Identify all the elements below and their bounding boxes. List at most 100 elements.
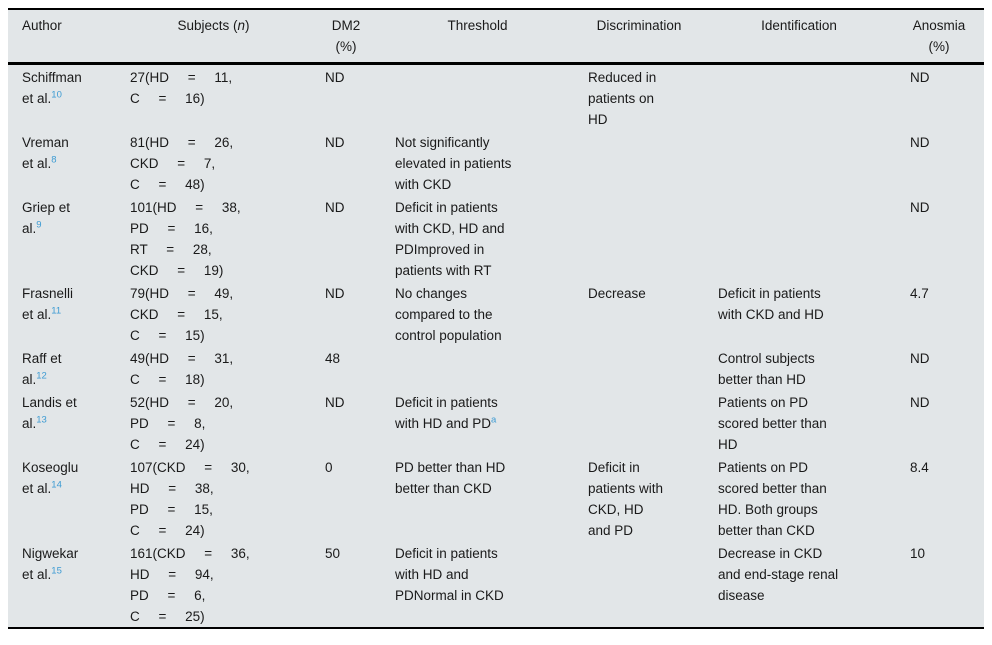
citation-link[interactable]: 10 xyxy=(51,89,62,101)
anosmia-cell: ND xyxy=(910,200,930,215)
discrimination-cell xyxy=(574,390,704,455)
subjects-header-close: ) xyxy=(245,18,250,33)
col-header-anosmia: Anosmia (%) xyxy=(894,10,984,65)
table-header: Author Subjects (n) DM2 (%) Threshold Di… xyxy=(8,10,984,65)
dm2-cell: ND xyxy=(325,70,345,85)
threshold-value: Not significantly elevated in patients w… xyxy=(395,135,512,192)
identification-cell xyxy=(704,130,894,195)
table-row: Koseoglu et al.14 107(CKD = 30, HD = 38,… xyxy=(8,455,984,541)
author-name: Landis et al. xyxy=(22,395,77,431)
citation-link[interactable]: 15 xyxy=(51,565,62,577)
subjects-cell: 81(HD = 26, CKD = 7, C = 48) xyxy=(116,130,311,195)
anosmia-header-text: Anosmia (%) xyxy=(912,18,966,54)
subjects-header-text: Subjects ( xyxy=(177,18,238,33)
footnote-link[interactable]: a xyxy=(491,414,497,426)
identification-value: Patients on PD scored better than HD xyxy=(718,395,827,452)
table-row: Griep et al.9 101(HD = 38, PD = 16, RT =… xyxy=(8,195,984,281)
table-row: Raff et al.12 49(HD = 31, C = 18) 48 Con… xyxy=(8,346,984,390)
threshold-cell: Not significantly elevated in patients w… xyxy=(381,130,574,195)
identification-value: Patients on PD scored better than HD. Bo… xyxy=(718,460,827,538)
threshold-value: PD better than HD better than CKD xyxy=(395,460,506,496)
citation-link[interactable]: 8 xyxy=(51,154,57,166)
discrimination-cell xyxy=(574,541,704,627)
anosmia-cell: 10 xyxy=(910,546,926,561)
discrimination-cell: Deficit in patients with CKD, HD and PD xyxy=(574,455,704,541)
anosmia-cell: ND xyxy=(910,70,930,85)
discrimination-cell xyxy=(574,346,704,390)
author-name: Griep et al. xyxy=(22,200,71,236)
col-header-identification: Identification xyxy=(704,10,894,65)
subjects-value: 49(HD = 31, C = 18) xyxy=(130,351,234,387)
citation-link[interactable]: 12 xyxy=(36,370,47,382)
identification-cell xyxy=(704,64,894,131)
threshold-cell xyxy=(381,64,574,131)
identification-cell: Deficit in patients with CKD and HD xyxy=(704,281,894,346)
threshold-cell xyxy=(381,346,574,390)
discrimination-cell xyxy=(574,130,704,195)
threshold-cell: No changes compared to the control popul… xyxy=(381,281,574,346)
anosmia-cell: 4.7 xyxy=(910,286,929,301)
subjects-cell: 52(HD = 20, PD = 8, C = 24) xyxy=(116,390,311,455)
threshold-cell: PD better than HD better than CKD xyxy=(381,455,574,541)
subjects-cell: 101(HD = 38, PD = 16, RT = 28, CKD = 19) xyxy=(116,195,311,281)
subjects-value: 101(HD = 38, PD = 16, RT = 28, CKD = 19) xyxy=(130,200,241,278)
dm2-cell: ND xyxy=(325,395,345,410)
identification-value: Deficit in patients with CKD and HD xyxy=(718,286,824,322)
identification-cell xyxy=(704,195,894,281)
anosmia-cell: ND xyxy=(910,135,930,150)
author-cell: Griep et al.9 xyxy=(8,195,116,281)
author-cell: Landis et al.13 xyxy=(8,390,116,455)
identification-cell: Decrease in CKD and end-stage renal dise… xyxy=(704,541,894,627)
author-cell: Vreman et al.8 xyxy=(8,130,116,195)
study-comparison-table: Author Subjects (n) DM2 (%) Threshold Di… xyxy=(8,10,984,627)
subjects-value: 81(HD = 26, CKD = 7, C = 48) xyxy=(130,135,234,192)
discrimination-value: Reduced in patients on HD xyxy=(588,70,657,127)
identification-value: Control subjects better than HD xyxy=(718,351,815,387)
citation-link[interactable]: 9 xyxy=(36,219,42,231)
dm2-cell: ND xyxy=(325,286,345,301)
citation-link[interactable]: 11 xyxy=(51,305,62,317)
identification-cell: Patients on PD scored better than HD xyxy=(704,390,894,455)
subjects-cell: 107(CKD = 30, HD = 38, PD = 15, C = 24) xyxy=(116,455,311,541)
subjects-value: 52(HD = 20, PD = 8, C = 24) xyxy=(130,395,234,452)
author-cell: Raff et al.12 xyxy=(8,346,116,390)
threshold-value: Deficit in patients with HD and PD xyxy=(395,395,498,431)
table-row: Nigwekar et al.15 161(CKD = 36, HD = 94,… xyxy=(8,541,984,627)
discrimination-cell: Decrease xyxy=(574,281,704,346)
threshold-value: Deficit in patients with HD and PDNormal… xyxy=(395,546,504,603)
identification-cell: Control subjects better than HD xyxy=(704,346,894,390)
identification-value: Decrease in CKD and end-stage renal dise… xyxy=(718,546,839,603)
table-row: Vreman et al.8 81(HD = 26, CKD = 7, C = … xyxy=(8,130,984,195)
dm2-cell: 50 xyxy=(325,546,341,561)
subjects-value: 107(CKD = 30, HD = 38, PD = 15, C = 24) xyxy=(130,460,250,538)
threshold-value: No changes compared to the control popul… xyxy=(395,286,502,343)
col-header-dm2: DM2 (%) xyxy=(311,10,381,65)
citation-link[interactable]: 13 xyxy=(36,414,47,426)
citation-link[interactable]: 14 xyxy=(51,479,62,491)
anosmia-cell: 8.4 xyxy=(910,460,929,475)
dm2-header-text: DM2 (%) xyxy=(331,18,361,54)
author-name: Raff et al. xyxy=(22,351,62,387)
author-cell: Schiffman et al.10 xyxy=(8,64,116,131)
dm2-cell: ND xyxy=(325,200,345,215)
table-row: Landis et al.13 52(HD = 20, PD = 8, C = … xyxy=(8,390,984,455)
author-cell: Koseoglu et al.14 xyxy=(8,455,116,541)
table-row: Frasnelli et al.11 79(HD = 49, CKD = 15,… xyxy=(8,281,984,346)
author-name: Vreman et al. xyxy=(22,135,69,171)
subjects-cell: 161(CKD = 36, HD = 94, PD = 6, C = 25) xyxy=(116,541,311,627)
author-name: Schiffman et al. xyxy=(22,70,82,106)
discrimination-cell: Reduced in patients on HD xyxy=(574,64,704,131)
discrimination-value: Decrease xyxy=(588,286,646,301)
threshold-cell: Deficit in patients with HD and PDNormal… xyxy=(381,541,574,627)
col-header-threshold: Threshold xyxy=(381,10,574,65)
subjects-value: 161(CKD = 36, HD = 94, PD = 6, C = 25) xyxy=(130,546,250,624)
col-header-author: Author xyxy=(8,10,116,65)
table-row: Schiffman et al.10 27(HD = 11, C = 16) N… xyxy=(8,64,984,131)
dm2-cell: 0 xyxy=(325,460,333,475)
author-name: Frasnelli et al. xyxy=(22,286,74,322)
dm2-cell: 48 xyxy=(325,351,341,366)
subjects-header-n-italic: n xyxy=(237,18,246,33)
discrimination-value: Deficit in patients with CKD, HD and PD xyxy=(588,460,664,538)
subjects-cell: 79(HD = 49, CKD = 15, C = 15) xyxy=(116,281,311,346)
